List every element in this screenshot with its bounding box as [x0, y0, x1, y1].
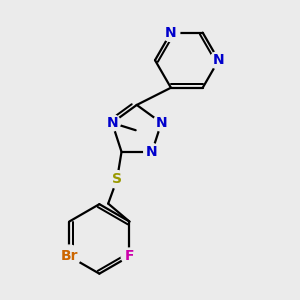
Circle shape	[104, 115, 120, 131]
Text: N: N	[213, 53, 224, 67]
Circle shape	[58, 245, 80, 268]
Text: S: S	[112, 172, 122, 186]
Text: N: N	[146, 145, 158, 159]
Circle shape	[162, 24, 180, 41]
Text: F: F	[125, 249, 134, 263]
Text: N: N	[106, 116, 118, 130]
Text: N: N	[165, 26, 177, 40]
Circle shape	[121, 248, 138, 265]
Text: N: N	[156, 116, 167, 130]
Circle shape	[153, 115, 169, 131]
Text: Br: Br	[61, 249, 78, 263]
Circle shape	[210, 51, 227, 69]
Circle shape	[144, 144, 160, 160]
Circle shape	[108, 171, 126, 188]
